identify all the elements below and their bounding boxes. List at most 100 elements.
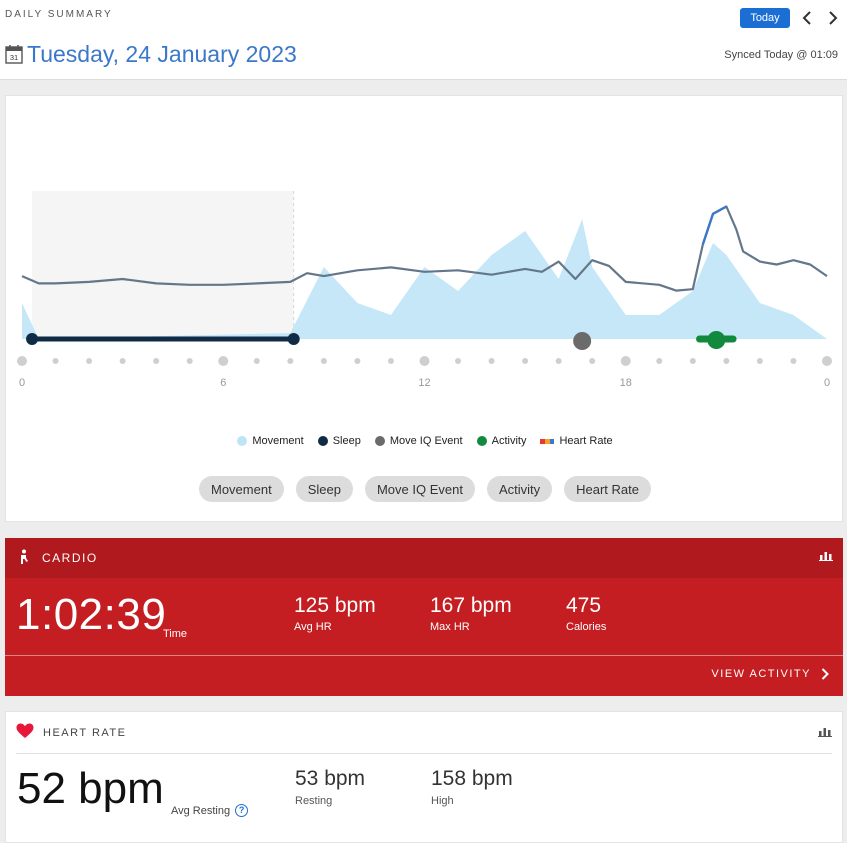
timeline-hour-dot xyxy=(555,358,562,364)
calendar-day: 31 xyxy=(10,53,18,62)
calendar-icon: 31 xyxy=(5,45,23,64)
timeline-hour-dot xyxy=(822,356,832,366)
sync-status: Synced Today @ 01:09 xyxy=(724,49,838,61)
timeline-hour-dot xyxy=(253,358,260,364)
legend-movement: Movement xyxy=(237,435,304,447)
next-day-button[interactable] xyxy=(825,8,841,28)
cardio-divider xyxy=(5,655,843,656)
timeline-hour-dot xyxy=(86,358,93,364)
timeline-hour-dot xyxy=(17,356,27,366)
x-tick-label: 0 xyxy=(824,377,830,389)
chevron-right-icon xyxy=(829,11,838,25)
legend-move-iq: Move IQ Event xyxy=(374,435,463,447)
filter-sleep-button[interactable]: Sleep xyxy=(295,476,353,502)
timeline-hour-dot xyxy=(723,358,730,364)
cardio-activity-card: CARDIO 1:02:39 Time 125 bpm Avg HR 167 b… xyxy=(5,538,843,696)
cardio-card-header: CARDIO xyxy=(5,538,843,578)
heart-rate-divider xyxy=(16,753,832,754)
cardio-avg-hr-label: Avg HR xyxy=(294,621,332,633)
filter-move-iq-button[interactable]: Move IQ Event xyxy=(364,476,475,502)
date-row: 31 Tuesday, 24 January 2023 xyxy=(5,40,297,68)
chevron-right-icon xyxy=(821,668,829,680)
legend-sleep-label: Sleep xyxy=(332,435,361,447)
resting-hr: 53 bpm Resting xyxy=(295,767,365,807)
move-iq-event-marker xyxy=(573,332,592,350)
x-tick-label: 0 xyxy=(19,377,25,389)
avg-resting-hr-value: 52 bpm xyxy=(17,764,164,813)
cardio-title: CARDIO xyxy=(42,551,98,565)
legend-activity-label: Activity xyxy=(491,435,527,447)
resting-hr-label: Resting xyxy=(295,795,333,807)
legend-heart-rate-label: Heart Rate xyxy=(559,435,613,447)
sleep-shade xyxy=(32,191,294,339)
sleep-end-marker xyxy=(287,333,300,345)
today-button[interactable]: Today xyxy=(740,8,790,28)
cardio-avg-hr: 125 bpm Avg HR xyxy=(294,594,376,633)
page-kicker: DAILY SUMMARY xyxy=(5,9,113,20)
timeline-hour-dot xyxy=(656,358,663,364)
timeline-hour-dot xyxy=(287,358,294,364)
activity-marker xyxy=(707,331,726,349)
cardio-activity-icon xyxy=(21,549,28,564)
timeline-hour-dot xyxy=(186,358,193,364)
view-activity-label: VIEW ACTIVITY xyxy=(711,668,811,680)
heart-icon xyxy=(16,723,34,738)
daily-timeline-card: 0 6 12 18 0 Movement Sleep Move IQ Event Act… xyxy=(5,95,843,522)
heart-rate-activity-line xyxy=(701,205,727,245)
filter-heart-rate-button[interactable]: Heart Rate xyxy=(564,476,651,502)
cardio-time-value: 1:02:39 xyxy=(16,590,167,639)
heart-rate-card: HEART RATE 52 bpm Avg Resting ? 53 bpm R… xyxy=(5,711,843,843)
sleep-start-marker xyxy=(26,333,39,345)
timeline-hour-dot xyxy=(790,358,797,364)
cardio-max-hr-label: Max HR xyxy=(430,621,470,633)
timeline-hour-dot xyxy=(153,358,160,364)
legend-sleep: Sleep xyxy=(317,435,361,447)
legend-movement-label: Movement xyxy=(252,435,304,447)
avg-resting-hr-label-row: Avg Resting ? xyxy=(171,804,249,817)
chart-legend: Movement Sleep Move IQ Event Activity He… xyxy=(6,435,844,447)
help-icon[interactable]: ? xyxy=(235,804,249,817)
chart-filter-bar: Movement Sleep Move IQ Event Activity He… xyxy=(6,476,844,502)
avg-resting-hr-label: Avg Resting xyxy=(171,804,231,817)
timeline-hour-dot xyxy=(689,358,696,364)
filter-activity-button[interactable]: Activity xyxy=(486,476,553,502)
timeline-hour-dot xyxy=(119,358,126,364)
timeline-hour-dot xyxy=(218,356,229,366)
timeline-hour-dot xyxy=(589,358,596,364)
chevron-left-icon xyxy=(802,11,811,25)
movement-area xyxy=(22,219,827,339)
timeline-hour-dot xyxy=(320,358,327,364)
timeline-hour-dot xyxy=(756,358,763,364)
cardio-time-label: Time xyxy=(163,628,188,640)
page-header: DAILY SUMMARY 31 Tuesday, 24 January 202… xyxy=(0,0,847,80)
legend-activity: Activity xyxy=(476,435,527,447)
legend-movement-swatch xyxy=(237,436,248,446)
timeline-hour-dot xyxy=(354,358,361,364)
legend-heart-rate-swatch xyxy=(540,438,555,444)
previous-day-button[interactable] xyxy=(799,8,815,28)
cardio-calories-value: 475 xyxy=(566,594,602,617)
legend-move-iq-label: Move IQ Event xyxy=(389,435,463,447)
page-title: Tuesday, 24 January 2023 xyxy=(27,41,297,67)
daily-timeline-chart[interactable]: 0 6 12 18 0 xyxy=(6,96,844,396)
x-tick-label: 6 xyxy=(220,377,226,389)
cardio-calories: 475 Calories xyxy=(566,594,606,633)
legend-move-iq-swatch xyxy=(374,436,385,446)
timeline-hour-dot xyxy=(387,358,394,364)
legend-heart-rate: Heart Rate xyxy=(540,435,613,447)
high-hr-label: High xyxy=(431,795,454,807)
resting-hr-value: 53 bpm xyxy=(295,767,366,790)
filter-movement-button[interactable]: Movement xyxy=(199,476,284,502)
heart-rate-title: HEART RATE xyxy=(43,727,127,739)
cardio-calories-label: Calories xyxy=(566,621,607,633)
cardio-max-hr: 167 bpm Max HR xyxy=(430,594,512,633)
view-activity-link[interactable]: VIEW ACTIVITY xyxy=(711,668,829,680)
cardio-chart-icon[interactable] xyxy=(819,549,833,561)
timeline-hour-dot xyxy=(522,358,529,364)
x-tick-label: 12 xyxy=(418,377,430,389)
timeline-hour-dot xyxy=(52,358,59,364)
timeline-hour-dot xyxy=(455,358,462,364)
heart-rate-chart-icon[interactable] xyxy=(818,725,832,737)
timeline-hour-dot xyxy=(488,358,495,364)
cardio-max-hr-value: 167 bpm xyxy=(430,594,512,617)
